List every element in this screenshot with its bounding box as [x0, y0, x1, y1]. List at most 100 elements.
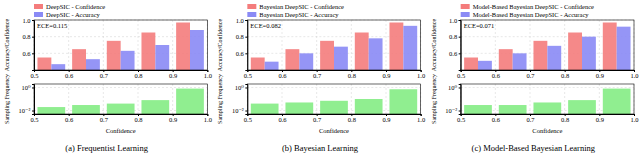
grid-line-x: [316, 20, 317, 70]
plot-frame: [461, 84, 634, 114]
grid-line-y: [247, 87, 420, 88]
x-tick: 0.9: [382, 70, 390, 79]
y-tick-label: 10⁻²: [19, 107, 31, 114]
grid-line-x: [530, 84, 531, 114]
x-tick-label: 1.0: [630, 72, 638, 79]
legend-swatch: [247, 4, 256, 9]
legend-swatch: [461, 12, 470, 17]
annotation: ECE=0.082: [250, 22, 281, 29]
bar: [251, 104, 279, 114]
bar: [403, 26, 417, 70]
bar: [37, 58, 51, 71]
bar: [176, 89, 204, 114]
x-tick-label: 0.7: [100, 72, 109, 79]
bar: [464, 105, 492, 114]
x-tick: 0.6: [278, 70, 287, 79]
axis-line: [459, 85, 462, 115]
x-tick: 0.7: [526, 70, 535, 79]
x-tick: 0.6: [65, 70, 74, 79]
y-tick: 0.8: [449, 33, 461, 40]
y-tick-label: 0.6: [449, 50, 458, 57]
x-tick-label: 0.9: [596, 116, 604, 123]
calibration-panel: 0.50.60.70.80.91.00.60.81.0Bayesian Deep…: [217, 3, 425, 79]
legend-label: DeepSIC - Accuracy: [46, 11, 101, 18]
bar: [141, 100, 169, 114]
grid-line-y: [34, 87, 207, 88]
x-tick: 1.0: [417, 70, 425, 79]
bar: [603, 89, 631, 114]
x-tick-label: 0.5: [30, 72, 38, 79]
y-tick-label: 10⁰: [21, 84, 31, 91]
grid-line-x: [386, 20, 387, 70]
grid-line-x: [351, 84, 352, 114]
x-tick: 0.8: [134, 70, 142, 79]
y-axis: 0.60.81.0: [449, 17, 461, 71]
bar: [141, 33, 155, 71]
grid-line-x: [386, 84, 387, 114]
legend-swatch: [34, 12, 43, 17]
plot-frame: [247, 20, 420, 70]
x-tick-label: 0.9: [382, 116, 390, 123]
x-tick: 1.0: [417, 114, 425, 123]
tick-mark: [245, 53, 247, 54]
tick-mark: [245, 111, 247, 112]
y-tick-label: 10⁰: [235, 84, 245, 91]
bar: [320, 101, 348, 114]
y-axis-title: Sampling Frequency: [4, 74, 10, 124]
x-axis-title: Confidence: [532, 127, 562, 134]
y-tick: 10⁰: [448, 84, 461, 91]
y-tick: 10⁻²: [232, 107, 247, 114]
y-tick-label: 10⁻²: [445, 107, 457, 114]
y-tick-label: 0.6: [236, 50, 245, 57]
legend-label: Model-Based Bayesian DeepSIC - Accuracy: [473, 11, 590, 18]
legend-label: Bayesian DeepSIC - Accuracy: [259, 11, 339, 18]
legend-label: DeepSIC - Confidence: [46, 3, 105, 10]
legend-swatch: [34, 4, 43, 9]
axis-line: [248, 115, 421, 117]
x-tick-label: 0.8: [561, 116, 569, 123]
grid-line-x: [495, 20, 496, 70]
bar: [478, 61, 492, 70]
tick-mark: [32, 53, 34, 54]
grid-line-x: [530, 20, 531, 70]
bar: [355, 33, 369, 71]
bar: [72, 105, 100, 114]
bar: [299, 53, 313, 70]
x-axis: 0.50.60.70.80.91.0: [457, 70, 638, 79]
grid-line-y: [461, 87, 634, 88]
bar: [533, 102, 561, 114]
bar: [176, 23, 190, 71]
bars: [251, 89, 417, 114]
x-tick-label: 0.5: [244, 72, 252, 79]
bars: [37, 89, 203, 114]
y-axis-title: Accuracy/Confidence: [431, 19, 437, 72]
legend: DeepSIC - ConfidenceDeepSIC - Accuracy: [34, 3, 105, 18]
plot-frame: [34, 20, 207, 70]
y-tick: 0.6: [22, 50, 34, 57]
y-axis: 10⁻² 10⁰: [232, 84, 248, 114]
axis-line: [32, 85, 35, 115]
bar: [285, 102, 313, 114]
x-tick: 0.5: [457, 114, 465, 123]
tick-mark: [459, 37, 461, 38]
bar: [334, 47, 348, 70]
y-tick: 0.8: [236, 33, 248, 40]
x-axis: 0.50.60.70.80.91.0: [244, 114, 425, 123]
x-tick: 0.6: [65, 114, 74, 123]
x-tick-label: 0.7: [313, 72, 322, 79]
annotation: ECE=0.071: [464, 22, 495, 29]
grid-line-x: [564, 20, 565, 70]
x-tick: 0.5: [457, 70, 465, 79]
bar: [369, 38, 383, 70]
x-tick: 0.9: [596, 114, 604, 123]
grid: [461, 84, 634, 114]
y-axis-title: Accuracy/Confidence: [4, 19, 10, 72]
x-axis: 0.50.60.70.80.91.0: [30, 70, 211, 79]
x-tick-label: 0.6: [65, 72, 74, 79]
grid-line-x: [282, 84, 283, 114]
calibration-panel: 0.50.60.70.80.91.00.60.81.0DeepSIC - Con…: [4, 3, 212, 79]
y-tick-label: 1.0: [22, 17, 30, 24]
plot-frame: [247, 84, 420, 114]
bar: [389, 89, 417, 114]
bar: [251, 58, 265, 71]
